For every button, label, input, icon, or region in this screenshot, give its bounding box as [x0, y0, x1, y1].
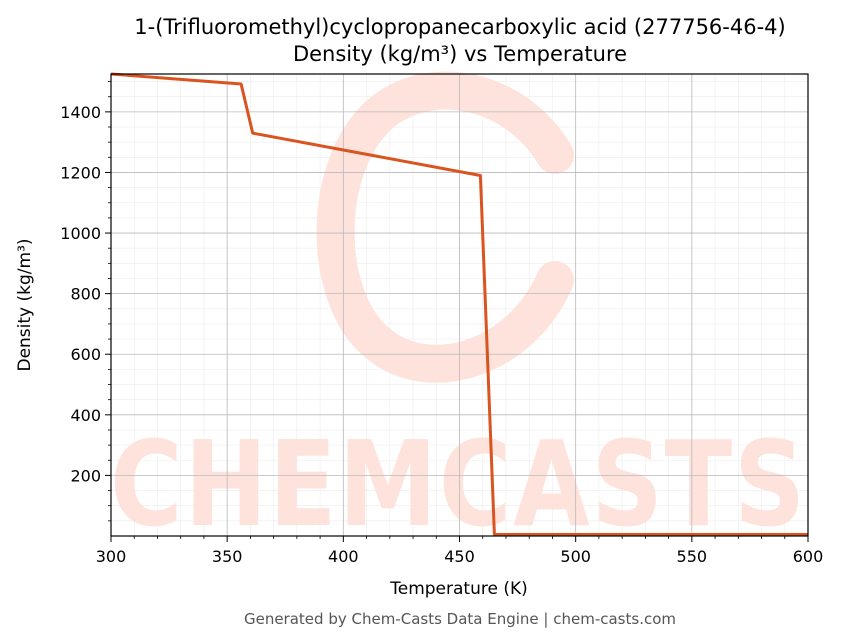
x-tick-label: 350: [212, 547, 243, 566]
y-tick-label: 400: [70, 406, 101, 425]
major-grid: [110, 74, 809, 536]
x-axis: 300 350 400 450 500 550 600: [96, 536, 824, 566]
y-tick-label: 600: [70, 345, 101, 364]
y-axis: 200 400 600 800 1000 1200 1400: [60, 81, 111, 522]
x-tick-label: 600: [793, 547, 824, 566]
y-axis-label: Density (kg/m³): [15, 238, 35, 371]
y-tick-label: 1200: [60, 163, 101, 182]
chart-title: 1-(Trifluoromethyl)cyclopropanecarboxyli…: [134, 15, 785, 39]
density-series-line: [110, 72, 808, 536]
x-tick-label: 400: [328, 547, 359, 566]
plot-area: CHEMCASTS: [110, 71, 809, 553]
y-tick-label: 1400: [60, 103, 101, 122]
x-tick-label: 500: [560, 547, 591, 566]
watermark-logo: CHEMCASTS: [110, 71, 807, 553]
y-tick-label: 1000: [60, 224, 101, 243]
watermark-text: CHEMCASTS: [110, 415, 807, 553]
x-tick-label: 550: [677, 547, 708, 566]
y-tick-label: 200: [70, 466, 101, 485]
x-tick-label: 450: [444, 547, 475, 566]
y-tick-label: 800: [70, 285, 101, 304]
footer-credit: Generated by Chem-Casts Data Engine | ch…: [244, 610, 676, 628]
x-axis-label: Temperature (K): [389, 579, 528, 599]
chart-subtitle: Density (kg/m³) vs Temperature: [293, 42, 627, 66]
series-layer: [110, 72, 808, 536]
x-tick-label: 300: [96, 547, 127, 566]
